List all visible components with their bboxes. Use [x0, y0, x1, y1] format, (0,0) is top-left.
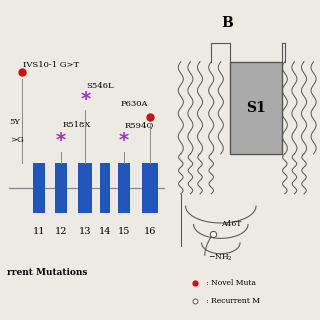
Text: $\mathregular{-NH_2}$: $\mathregular{-NH_2}$ — [208, 253, 233, 263]
Text: A46T: A46T — [221, 220, 241, 228]
FancyBboxPatch shape — [55, 163, 67, 213]
Text: S546L: S546L — [86, 82, 114, 90]
Text: S1: S1 — [246, 101, 266, 115]
Text: : Novel Muta: : Novel Muta — [206, 279, 256, 287]
FancyBboxPatch shape — [33, 163, 45, 213]
FancyBboxPatch shape — [78, 163, 92, 213]
Text: rrent Mutations: rrent Mutations — [7, 268, 88, 277]
FancyBboxPatch shape — [230, 62, 282, 154]
Text: B: B — [221, 16, 233, 30]
Text: 15: 15 — [117, 227, 130, 236]
Text: 16: 16 — [144, 227, 156, 236]
Text: 12: 12 — [55, 227, 68, 236]
Text: 13: 13 — [79, 227, 92, 236]
Text: 14: 14 — [99, 227, 111, 236]
Text: *: * — [56, 131, 66, 150]
Text: *: * — [119, 131, 129, 150]
Text: : Recurrent M: : Recurrent M — [206, 297, 260, 305]
Text: IVS10-1 G>T: IVS10-1 G>T — [23, 61, 80, 69]
FancyBboxPatch shape — [118, 163, 130, 213]
FancyBboxPatch shape — [100, 163, 110, 213]
Text: R518X: R518X — [62, 121, 91, 129]
FancyBboxPatch shape — [142, 163, 158, 213]
Text: R594Q: R594Q — [125, 121, 154, 129]
Text: 5Y: 5Y — [10, 118, 21, 126]
Text: *: * — [80, 90, 90, 108]
Text: P630A: P630A — [121, 100, 148, 108]
Text: 11: 11 — [33, 227, 45, 236]
Text: >G: >G — [10, 136, 23, 144]
